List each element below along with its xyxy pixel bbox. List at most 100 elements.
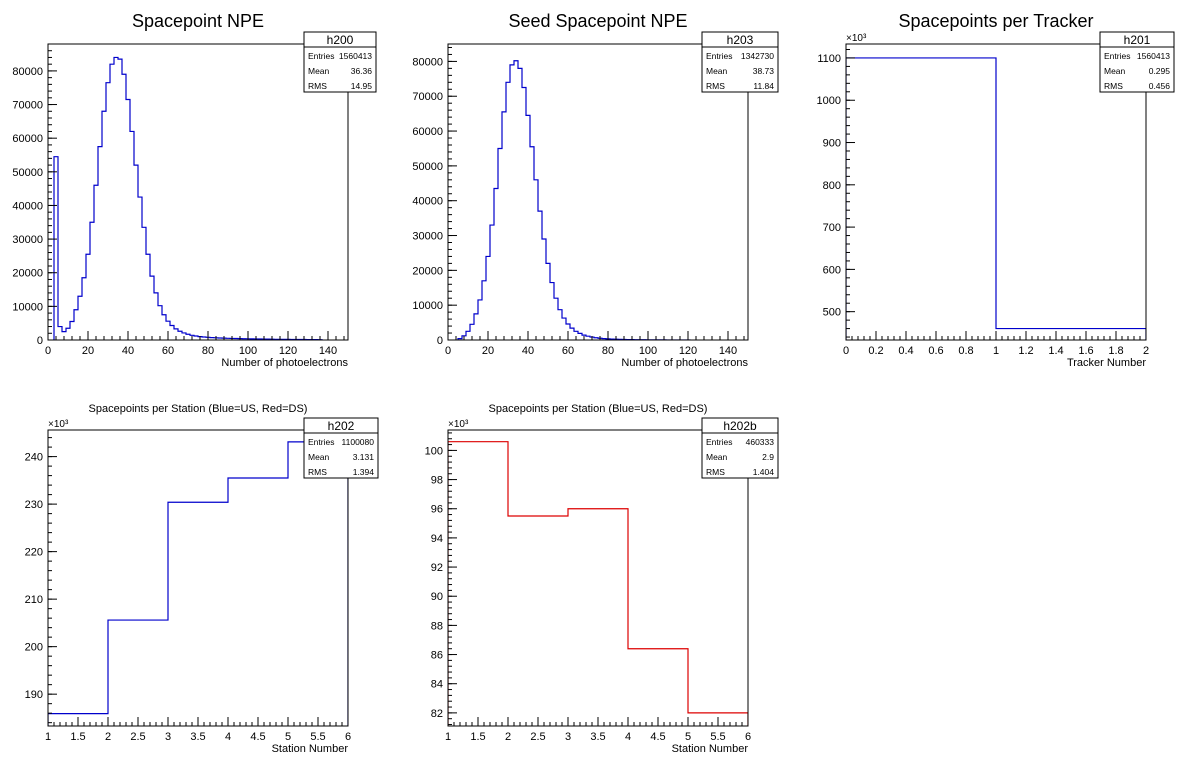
- y-tick-label: 60000: [412, 126, 443, 138]
- x-tick-label: 3.5: [590, 731, 605, 743]
- y-tick-label: 210: [25, 594, 43, 606]
- y-tick-label: 0: [437, 335, 443, 347]
- histogram-panel-2: Seed Spacepoint NPE 0 20 40 60 80 100 120 140 0 10…: [412, 11, 779, 369]
- stats-value: 0.295: [1149, 66, 1171, 76]
- x-tick-label: 5.5: [710, 731, 725, 743]
- x-tick-label: 0.2: [868, 345, 883, 357]
- x-tick-label: 6: [745, 731, 751, 743]
- x-tick-label: 140: [719, 345, 737, 357]
- stats-histogram-name: h203: [727, 33, 754, 47]
- y-tick-label: 80000: [12, 66, 43, 78]
- stats-label: Entries: [706, 51, 732, 61]
- y-tick-label: 70000: [12, 100, 43, 112]
- stats-histogram-name: h202: [328, 419, 355, 433]
- stats-label: Mean: [308, 66, 330, 76]
- histogram-series-line: [53, 56, 323, 340]
- x-tick-label: 1.4: [1048, 345, 1063, 357]
- y-tick-label: 86: [431, 650, 443, 662]
- x-axis-label: Station Number: [272, 743, 349, 755]
- y-tick-label: 40000: [412, 196, 443, 208]
- x-tick-label: 1.2: [1018, 345, 1033, 357]
- x-tick-label: 3: [165, 731, 171, 743]
- x-tick-label: 5.5: [310, 731, 325, 743]
- x-axis-label: Station Number: [672, 743, 749, 755]
- stats-box-frame: [303, 417, 379, 479]
- y-exponent-label: ×10³: [846, 33, 867, 44]
- x-tick-label: 100: [239, 345, 257, 357]
- x-tick-label: 0.6: [928, 345, 943, 357]
- x-tick-label: 60: [562, 345, 574, 357]
- y-tick-label: 220: [25, 547, 43, 559]
- stats-label: Mean: [706, 452, 728, 462]
- y-tick-label: 40000: [12, 200, 43, 212]
- y-tick-label: 30000: [412, 231, 443, 243]
- y-tick-label: 20000: [412, 265, 443, 277]
- y-tick-label: 240: [25, 452, 43, 464]
- x-axis-label: Tracker Number: [1067, 357, 1146, 369]
- x-tick-label: 0: [445, 345, 451, 357]
- stats-label: Entries: [706, 437, 732, 447]
- chart-title: Spacepoints per Station (Blue=US, Red=DS…: [89, 403, 308, 415]
- stats-box: h203 Entries 1342730 Mean 38.73 RMS 11.84: [701, 31, 779, 93]
- y-tick-label: 200: [25, 642, 43, 654]
- x-tick-label: 120: [679, 345, 697, 357]
- y-tick-label: 30000: [12, 234, 43, 246]
- x-tick-label: 140: [319, 345, 337, 357]
- y-tick-label: 60000: [12, 133, 43, 145]
- stats-label: RMS: [308, 81, 327, 91]
- stats-label: Mean: [308, 452, 330, 462]
- stats-value: 1.404: [753, 467, 775, 477]
- x-tick-label: 2: [505, 731, 511, 743]
- stats-value: 14.95: [351, 81, 373, 91]
- x-tick-label: 0: [843, 345, 849, 357]
- plot-frame: [447, 43, 749, 341]
- x-tick-label: 1: [993, 345, 999, 357]
- stats-box-frame: [701, 31, 779, 93]
- plot-frame: [47, 43, 349, 341]
- stats-box: h202b Entries 460333 Mean 2.9 RMS 1.404: [701, 417, 779, 479]
- x-tick-label: 20: [82, 345, 94, 357]
- y-tick-label: 600: [823, 264, 841, 276]
- y-tick-label: 100: [425, 445, 443, 457]
- stats-label: Entries: [308, 51, 334, 61]
- y-tick-label: 82: [431, 708, 443, 720]
- y-tick-label: 98: [431, 475, 443, 487]
- stats-label: RMS: [308, 467, 327, 477]
- x-tick-label: 0: [45, 345, 51, 357]
- x-tick-label: 5: [285, 731, 291, 743]
- stats-box-frame: [303, 31, 377, 93]
- y-tick-label: 230: [25, 499, 43, 511]
- stats-box-frame: [1099, 31, 1175, 93]
- y-tick-label: 94: [431, 533, 443, 545]
- stats-value: 1100080: [342, 437, 375, 447]
- stats-histogram-name: h202b: [723, 419, 757, 433]
- histogram-panel-4: Spacepoints per Station (Blue=US, Red=DS…: [25, 403, 379, 755]
- y-tick-label: 500: [823, 307, 841, 319]
- histogram-panel-1: Spacepoint NPE 0 20 40 60 80 100 120 140 0 10000 20…: [12, 11, 377, 369]
- y-tick-label: 50000: [412, 161, 443, 173]
- x-tick-label: 1.5: [470, 731, 485, 743]
- stats-histogram-name: h201: [1124, 33, 1151, 47]
- x-tick-label: 40: [122, 345, 134, 357]
- x-tick-label: 1.8: [1108, 345, 1123, 357]
- histogram-series-line: [448, 441, 748, 726]
- stats-value: 1560413: [339, 51, 372, 61]
- chart-title: Spacepoints per Station (Blue=US, Red=DS…: [489, 403, 708, 415]
- stats-value: 38.73: [753, 66, 775, 76]
- histogram-panel-5: Spacepoints per Station (Blue=US, Red=DS…: [425, 403, 779, 755]
- x-tick-label: 60: [162, 345, 174, 357]
- x-tick-label: 20: [482, 345, 494, 357]
- stats-label: Mean: [706, 66, 728, 76]
- x-tick-label: 4: [225, 731, 231, 743]
- chart-title: Spacepoint NPE: [132, 11, 264, 31]
- x-tick-label: 1: [45, 731, 51, 743]
- x-axis-label: Number of photoelectrons: [221, 357, 348, 369]
- y-tick-label: 88: [431, 620, 443, 632]
- stats-value: 0.456: [1149, 81, 1171, 91]
- y-exponent-label: ×10³: [48, 419, 69, 430]
- x-tick-label: 80: [602, 345, 614, 357]
- y-tick-label: 50000: [12, 167, 43, 179]
- stats-value: 1560413: [1137, 51, 1170, 61]
- x-tick-label: 3.5: [190, 731, 205, 743]
